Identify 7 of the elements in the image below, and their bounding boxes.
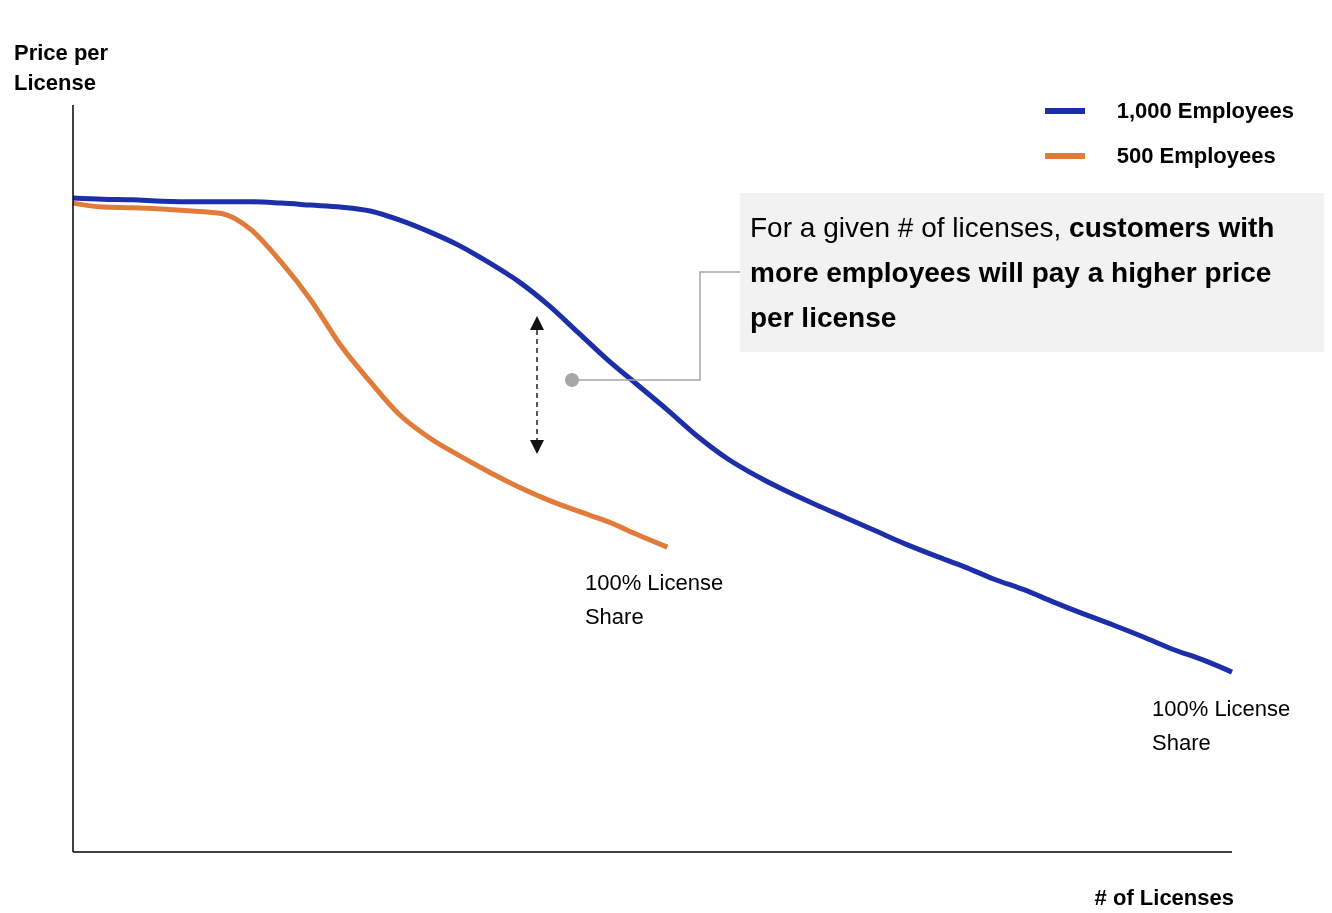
annotation: 100% License Share (1152, 694, 1292, 757)
annotation: 100% License Share (584, 569, 725, 632)
legend-label: 1,000 Employees (1116, 97, 1294, 124)
y-axis-title: Price per License (14, 39, 110, 97)
annotation: For a given # of licenses, customers with more employees will pay a higher price per license (750, 212, 1275, 333)
x-axis-title: # of Licenses (1094, 885, 1234, 911)
legend-label: 500 Employees (1116, 142, 1276, 169)
